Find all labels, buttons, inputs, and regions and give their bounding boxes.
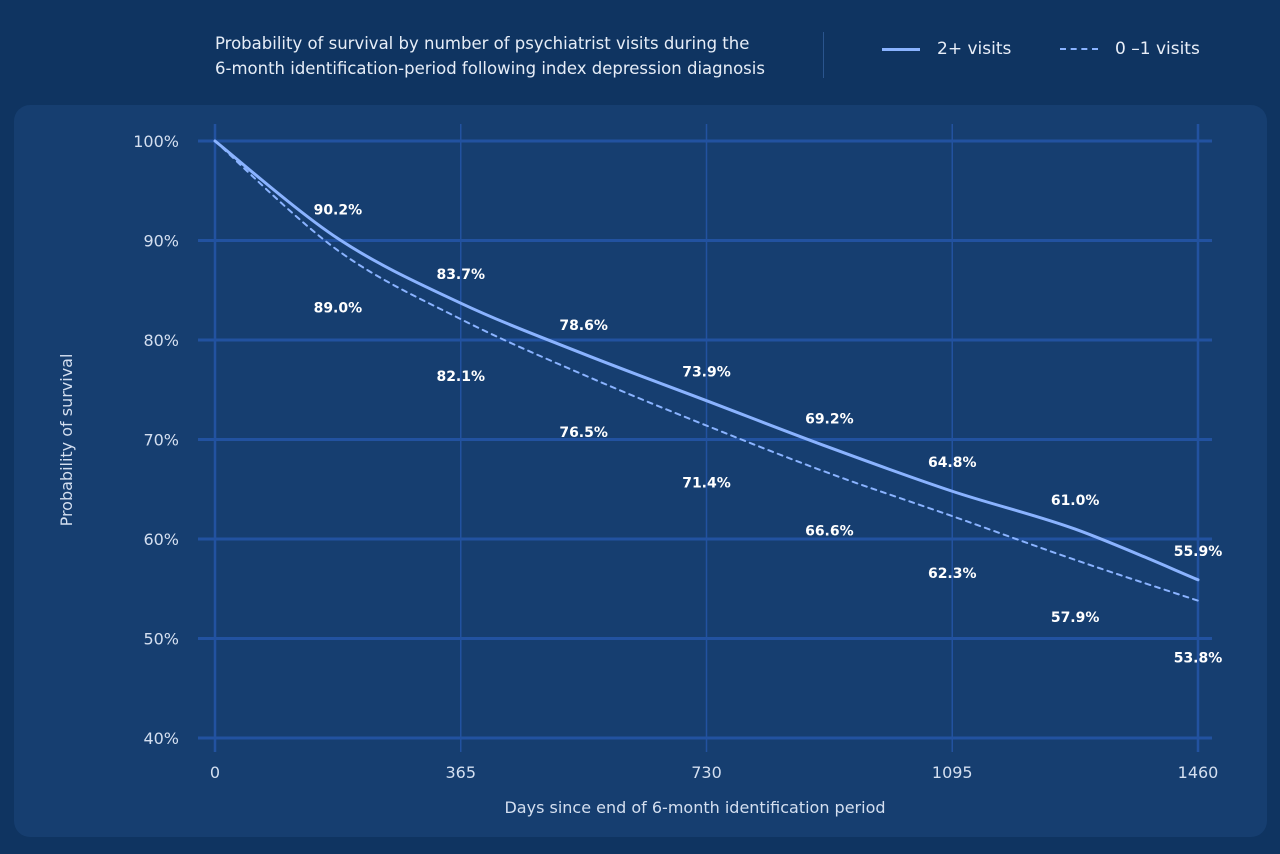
x-tick-label: 0	[210, 763, 220, 782]
legend-solid-line-swatch	[882, 47, 920, 51]
chart-title-line-2: 6-month identification-period following …	[215, 59, 765, 78]
data-label-0-1-visits: 89.0%	[314, 300, 363, 316]
data-label-0-1-visits: 57.9%	[1051, 610, 1100, 626]
data-label-2plus-visits: 64.8%	[928, 455, 977, 471]
y-tick-label: 40%	[143, 729, 179, 748]
y-tick-label: 70%	[143, 431, 179, 450]
legend-item-2plus-visits: 2+ visits	[882, 38, 1011, 60]
legend-label-0-1-visits: 0 –1 visits	[1115, 39, 1200, 59]
y-tick-label: 80%	[143, 331, 179, 350]
data-label-2plus-visits: 90.2%	[314, 203, 363, 219]
data-label-2plus-visits: 83.7%	[436, 267, 485, 283]
title-divider	[823, 32, 824, 78]
data-label-0-1-visits: 82.1%	[436, 369, 485, 385]
chart-title-line-1: Probability of survival by number of psy…	[215, 34, 750, 53]
series-line-0-1-visits	[214, 140, 1199, 602]
series-line-2plus-visits	[213, 139, 1200, 582]
data-label-2plus-visits: 61.0%	[1051, 493, 1100, 509]
x-tick-label: 1460	[1178, 763, 1219, 782]
x-axis-title: Days since end of 6-month identification…	[504, 798, 885, 817]
data-label-0-1-visits: 53.8%	[1174, 651, 1223, 667]
legend-item-0-1-visits: 0 –1 visits	[1060, 38, 1200, 60]
data-label-2plus-visits: 73.9%	[682, 365, 731, 381]
data-label-2plus-visits: 78.6%	[559, 318, 608, 334]
y-tick-label: 90%	[143, 232, 179, 251]
data-label-0-1-visits: 76.5%	[559, 425, 608, 441]
data-label-2plus-visits: 69.2%	[805, 411, 854, 427]
y-tick-label: 50%	[143, 630, 179, 649]
legend-label-2plus-visits: 2+ visits	[937, 39, 1012, 59]
y-axis-title: Probability of survival	[57, 354, 76, 527]
chart-title: Probability of survival by number of psy…	[215, 31, 805, 81]
legend-dashed-line-swatch	[1060, 48, 1098, 50]
data-label-0-1-visits: 62.3%	[928, 566, 977, 582]
data-label-0-1-visits: 66.6%	[805, 523, 854, 539]
chart-panel	[14, 105, 1267, 837]
y-tick-label: 60%	[143, 530, 179, 549]
x-tick-label: 365	[445, 763, 476, 782]
data-label-2plus-visits: 55.9%	[1174, 544, 1223, 560]
x-tick-label: 1095	[932, 763, 973, 782]
x-tick-label: 730	[691, 763, 722, 782]
y-tick-label: 100%	[133, 132, 179, 151]
data-label-0-1-visits: 71.4%	[682, 476, 731, 492]
